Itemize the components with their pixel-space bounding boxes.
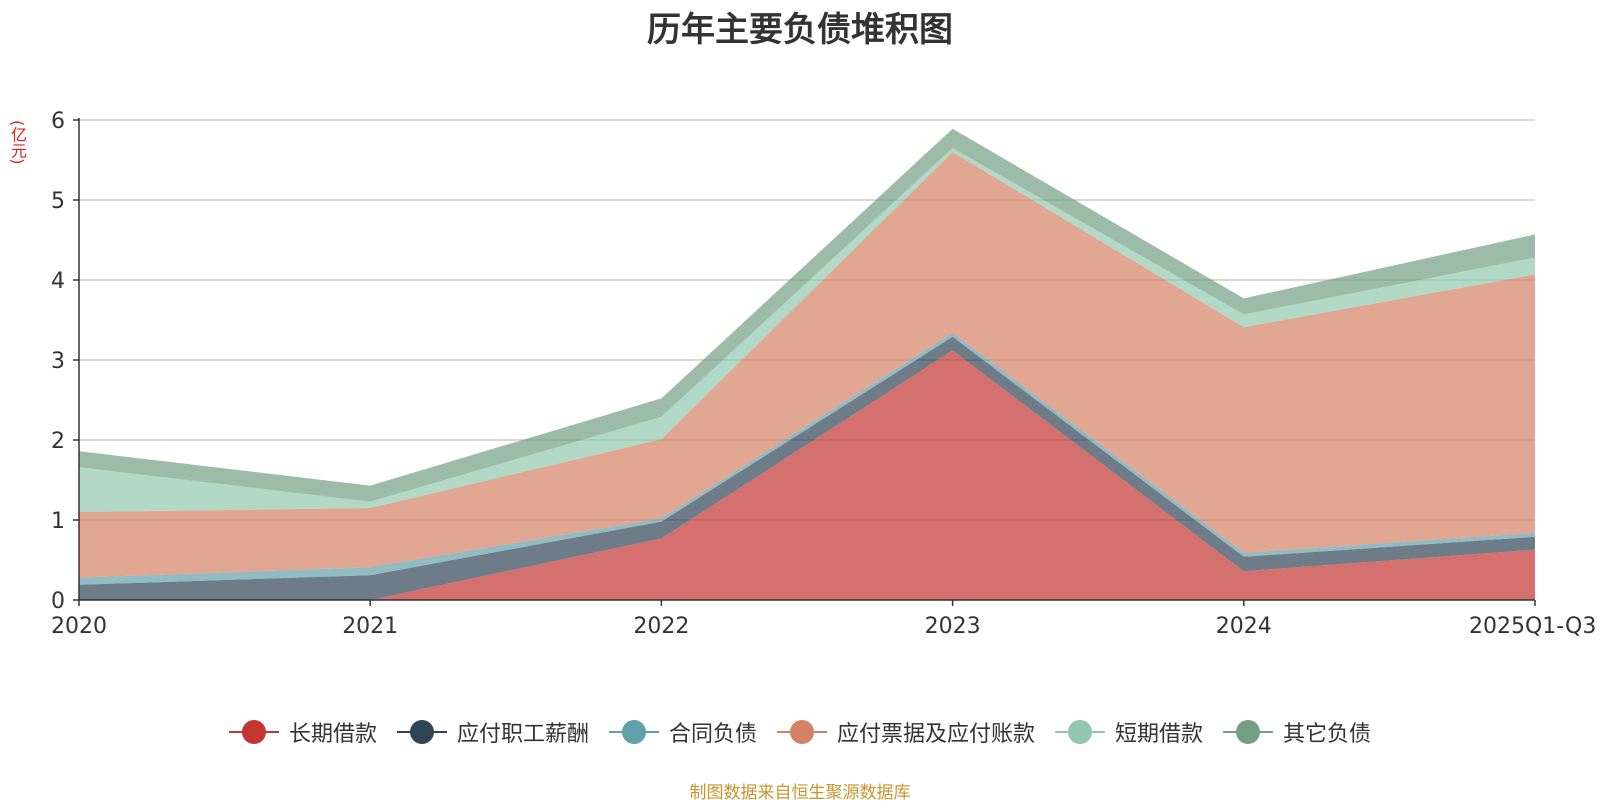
y-tick-label: 6 xyxy=(51,109,65,134)
legend-label: 短期借款 xyxy=(1115,722,1204,747)
legend-item[interactable]: 应付职工薪酬 xyxy=(396,716,589,748)
y-tick-labels: 0 1 2 3 4 5 6 xyxy=(51,109,65,614)
legend-label: 应付职工薪酬 xyxy=(456,722,589,747)
x-tick-label: 2023 xyxy=(925,614,981,639)
legend-label: 合同负债 xyxy=(668,722,757,747)
y-axis-unit: (亿元) xyxy=(8,120,27,165)
legend: 长期借款 应付职工薪酬 合同负债 应付票据及应付账款 短期借款 其它负债 xyxy=(0,716,1600,748)
stacked-area-chart: 0 1 2 3 4 5 6 2020 2021 2022 2023 2024 2025Q1-Q3 xyxy=(51,109,1596,639)
legend-swatch xyxy=(608,720,659,744)
legend-dot xyxy=(1236,720,1261,744)
legend-dot xyxy=(409,720,434,744)
legend-dot xyxy=(621,720,646,744)
legend-item[interactable]: 合同负债 xyxy=(608,716,757,748)
legend-swatch xyxy=(228,720,279,744)
legend-swatch xyxy=(396,720,447,744)
legend-item[interactable]: 长期借款 xyxy=(228,716,377,748)
legend-item[interactable]: 应付票据及应付账款 xyxy=(777,716,1035,748)
legend-label: 其它负债 xyxy=(1283,722,1372,747)
axes xyxy=(73,118,1536,606)
x-tick-label: 2024 xyxy=(1216,614,1272,639)
legend-swatch xyxy=(777,720,827,744)
legend-dot xyxy=(241,720,266,744)
x-tick-label: 2022 xyxy=(633,614,689,639)
area-series-1 xyxy=(79,350,1535,600)
chart-title: 历年主要负债堆积图 xyxy=(647,10,953,50)
legend-label: 长期借款 xyxy=(288,722,377,747)
legend-dot xyxy=(1068,720,1093,744)
legend-swatch xyxy=(1055,720,1106,744)
x-tick-labels: 2020 2021 2022 2023 2024 2025Q1-Q3 xyxy=(51,614,1596,639)
y-tick-label: 1 xyxy=(51,509,65,534)
x-tick-label: 2020 xyxy=(51,614,107,639)
area-series-4 xyxy=(79,152,1535,578)
legend-item[interactable]: 短期借款 xyxy=(1055,716,1203,748)
y-tick-label: 3 xyxy=(51,349,65,374)
x-tick-label: 2025Q1-Q3 xyxy=(1469,614,1596,639)
legend-dot xyxy=(790,720,814,744)
legend-swatch xyxy=(1223,720,1274,744)
legend-label: 应付票据及应付账款 xyxy=(837,722,1036,747)
x-tick-label: 2021 xyxy=(342,614,398,639)
legend-item[interactable]: 其它负债 xyxy=(1223,716,1371,748)
series-areas xyxy=(79,128,1535,600)
y-tick-label: 4 xyxy=(51,269,65,294)
source-note: 制图数据来自恒生聚源数据库 xyxy=(689,783,911,803)
y-tick-label: 2 xyxy=(51,429,65,454)
y-tick-label: 0 xyxy=(51,589,65,614)
y-tick-label: 5 xyxy=(51,189,65,214)
